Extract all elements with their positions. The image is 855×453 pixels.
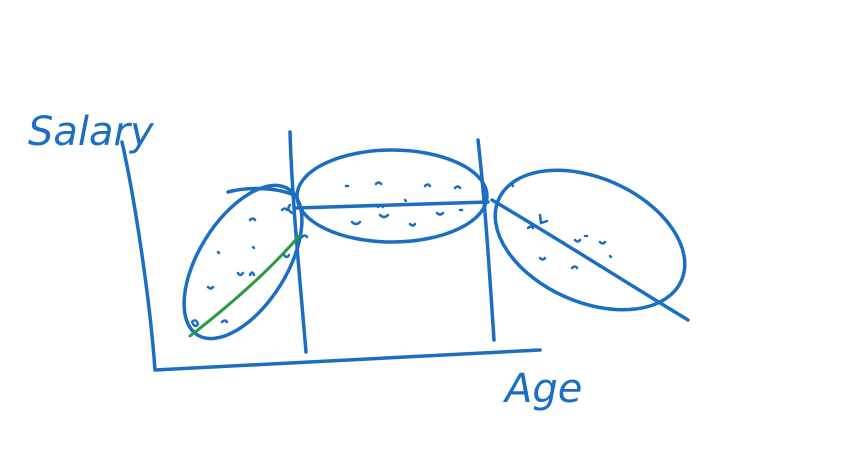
data-points: [190, 181, 613, 328]
y-axis-label: Salary: [28, 109, 155, 155]
x-axis-label: Age: [502, 366, 582, 412]
leaf-stroke: [226, 186, 298, 198]
split-line: [294, 200, 490, 210]
axes: [120, 140, 542, 372]
split-line: [476, 138, 496, 342]
leaf-region: [493, 168, 687, 312]
prediction-line: [188, 233, 302, 338]
leaf-region: [182, 183, 304, 341]
split-line: [490, 198, 690, 322]
leaf-region: [295, 148, 489, 244]
